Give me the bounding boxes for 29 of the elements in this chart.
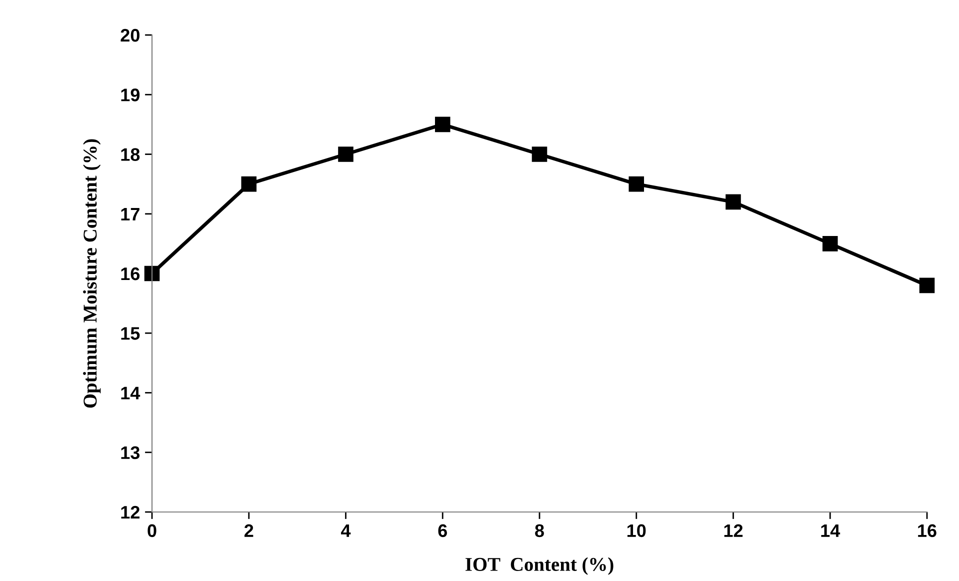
point bbox=[338, 146, 354, 162]
x-axis-title: IOT Content (%) bbox=[466, 557, 614, 575]
y-axis-title: Optimum Moisture Content (%) bbox=[83, 139, 101, 408]
y-tick-label: 17 bbox=[121, 208, 140, 220]
y-tick-label: 13 bbox=[121, 446, 140, 460]
x-tick-label: 2 bbox=[244, 524, 254, 537]
point bbox=[241, 176, 257, 192]
point bbox=[144, 266, 160, 282]
x-tick-label: 14 bbox=[821, 524, 840, 537]
x-tick-label: 10 bbox=[627, 524, 646, 538]
x-tick-label: 16 bbox=[918, 524, 936, 538]
y-tick-label: 19 bbox=[121, 88, 140, 102]
y-tick-label: 12 bbox=[121, 506, 140, 519]
y-tick-label: 18 bbox=[121, 148, 140, 161]
x-tick-label: 8 bbox=[535, 524, 544, 538]
y-tick-label: 20 bbox=[120, 28, 140, 42]
y-tick-label: 15 bbox=[121, 327, 140, 340]
y-tick-label: 14 bbox=[121, 386, 140, 400]
point bbox=[532, 146, 548, 162]
x-tick-label: 12 bbox=[724, 524, 743, 537]
x-tick-label: 4 bbox=[341, 524, 351, 537]
x-tick-label: 0 bbox=[148, 524, 156, 538]
point bbox=[434, 116, 450, 132]
point bbox=[822, 236, 838, 252]
point bbox=[919, 278, 935, 294]
y-tick-label: 16 bbox=[121, 267, 140, 280]
point bbox=[726, 194, 741, 210]
point bbox=[628, 176, 644, 192]
x-tick-label: 6 bbox=[438, 524, 447, 538]
